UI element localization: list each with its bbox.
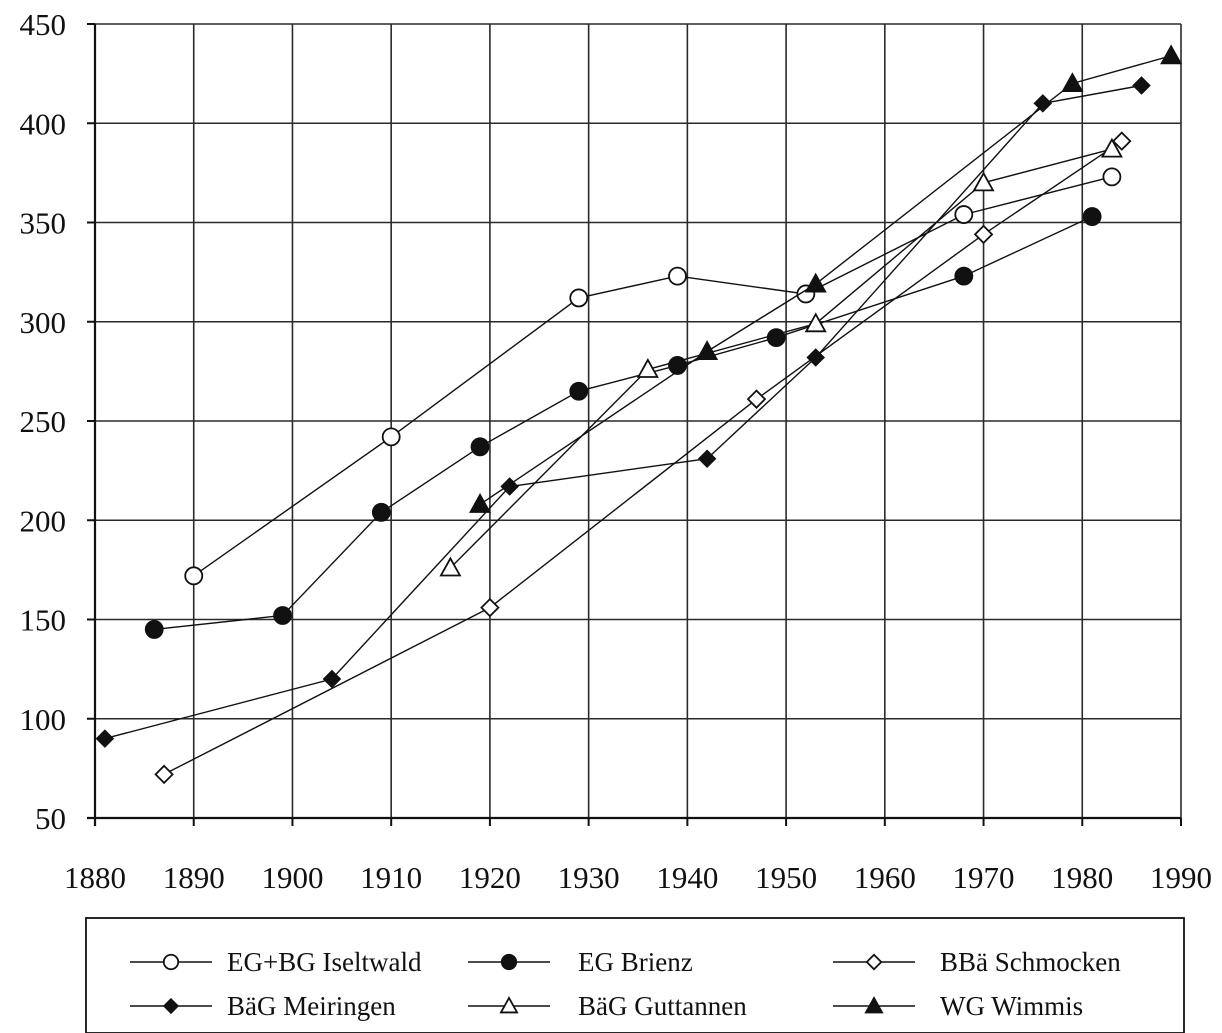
- legend-box: [85, 917, 1185, 1033]
- data-point: [746, 389, 767, 409]
- y-tick-label: 150: [20, 603, 67, 638]
- data-point: [954, 205, 974, 224]
- data-point: [1111, 131, 1132, 151]
- legend-marker: [865, 953, 883, 971]
- legend-label: BäG Guttannen: [578, 991, 747, 1021]
- legend-entry: BäG Guttannen: [468, 991, 747, 1021]
- data-point: [381, 427, 401, 447]
- series-3: [154, 131, 1132, 785]
- data-point: [806, 348, 825, 367]
- series-4: [95, 76, 1151, 748]
- data-point: [439, 556, 462, 577]
- legend-entry: WG Wimmis: [833, 991, 1083, 1021]
- legend-marker: [162, 953, 180, 971]
- data-point: [469, 493, 492, 513]
- legend: EG+BG Iseltwald EG Brienz BBä Schmocken BäG…: [85, 917, 1185, 1033]
- x-tick-label: 1900: [261, 860, 323, 895]
- legend-label: EG Brienz: [578, 947, 693, 977]
- axes: [87, 23, 1182, 826]
- series-6: [469, 44, 1183, 513]
- data-point: [697, 449, 717, 468]
- data-point: [273, 606, 292, 625]
- series-1: [184, 167, 1122, 586]
- data-point: [1033, 94, 1053, 113]
- data-point: [1061, 72, 1084, 93]
- data-point: [470, 437, 490, 457]
- y-tick-label: 200: [20, 503, 67, 538]
- legend-entry: EG+BG Iseltwald: [130, 947, 422, 977]
- data-point: [972, 171, 995, 192]
- x-tick-label: 1980: [1051, 860, 1113, 895]
- data-point: [569, 288, 589, 308]
- data-point: [1160, 44, 1183, 65]
- legend-label: EG+BG Iseltwald: [227, 947, 422, 977]
- y-axis-tick-labels: 50 100 150 200 250 300 350 400 450: [20, 7, 67, 836]
- x-tick-label: 1970: [953, 860, 1015, 895]
- y-tick-label: 50: [35, 801, 66, 836]
- legend-marker: [500, 953, 518, 971]
- series-2: [144, 207, 1102, 639]
- data-point: [804, 272, 827, 293]
- legend-label: WG Wimmis: [940, 991, 1083, 1021]
- x-tick-label: 1940: [656, 860, 718, 895]
- y-tick-label: 100: [20, 702, 67, 737]
- data-point: [144, 620, 164, 639]
- data-series: [95, 44, 1183, 785]
- x-tick-label: 1960: [854, 860, 916, 895]
- x-tick-label: 1930: [558, 860, 620, 895]
- legend-entry: EG Brienz: [468, 947, 693, 977]
- y-tick-label: 400: [20, 106, 67, 141]
- x-axis-tick-labels: 1880 1890 1900 1910 1920 1930 1940 1950 1960 1970…: [64, 860, 1212, 895]
- legend-marker: [864, 996, 884, 1014]
- legend-entry: BBä Schmocken: [833, 947, 1121, 977]
- data-point: [1100, 137, 1123, 158]
- legend-entry: BäG Meiringen: [130, 991, 396, 1021]
- x-tick-label: 1920: [459, 860, 521, 895]
- legend-marker: [499, 996, 519, 1014]
- series-5: [439, 137, 1123, 577]
- x-tick-label: 1890: [163, 860, 225, 895]
- data-point: [1132, 76, 1151, 95]
- data-point: [1082, 207, 1102, 226]
- series-line: [449, 148, 1113, 569]
- x-tick-label: 1880: [64, 860, 126, 895]
- series-line: [154, 215, 1093, 631]
- data-point: [569, 381, 589, 401]
- data-point: [371, 502, 391, 522]
- x-tick-label: 1990: [1150, 860, 1212, 895]
- data-point: [480, 597, 500, 618]
- data-point: [1102, 167, 1122, 187]
- data-point: [954, 266, 974, 286]
- data-point: [95, 729, 115, 748]
- data-point: [973, 224, 994, 245]
- data-point: [668, 266, 687, 286]
- legend-marker: [162, 997, 180, 1015]
- legend-label: BBä Schmocken: [940, 947, 1121, 977]
- data-point: [804, 312, 827, 333]
- data-point: [766, 328, 786, 348]
- data-point: [184, 566, 204, 586]
- y-tick-label: 250: [20, 404, 67, 439]
- data-point: [696, 340, 719, 361]
- y-tick-label: 350: [20, 206, 67, 241]
- x-tick-label: 1910: [360, 860, 422, 895]
- data-point: [636, 358, 659, 378]
- data-point: [154, 764, 174, 785]
- data-point: [322, 669, 342, 689]
- y-tick-label: 300: [20, 305, 67, 340]
- x-tick-label: 1950: [755, 860, 817, 895]
- legend-label: BäG Meiringen: [227, 991, 396, 1021]
- y-tick-label: 450: [20, 7, 67, 42]
